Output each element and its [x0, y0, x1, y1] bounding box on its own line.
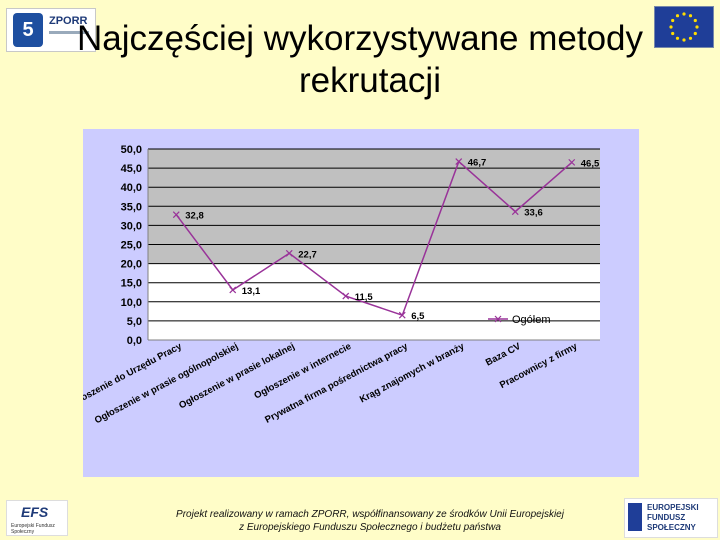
data-label: 13,1: [242, 286, 261, 297]
y-tick-label: 25,0: [121, 240, 142, 252]
x-tick-label: Baza CV: [484, 341, 523, 369]
legend-marker: [494, 315, 502, 323]
line-chart: 0,0 5,0 10,0 15,0 20,0 25,0 30,0 35,0 40,0 45,0 50…: [83, 144, 600, 426]
y-tick-label: 30,0: [121, 220, 142, 232]
eu-star-icon: [688, 14, 693, 18]
slide-title: Najczęściej wykorzystywane metody rekrut…: [40, 18, 680, 102]
data-point-marker: [172, 211, 180, 219]
eu-flag-icon: [654, 6, 714, 48]
zporr-logo: 5 ZPORR: [6, 8, 96, 52]
footer-line-1: Projekt realizowany w ramach ZPORR, wspó…: [176, 509, 564, 520]
data-point-marker: [455, 158, 463, 166]
eu-star-icon: [669, 25, 673, 29]
y-tick-label: 45,0: [121, 163, 142, 175]
eu-star-icon: [693, 31, 697, 36]
zporr-logo-stripe: [49, 31, 89, 34]
y-tick-label: 15,0: [121, 278, 142, 290]
eu-star-icon: [682, 38, 686, 42]
data-label: 11,5: [355, 292, 374, 303]
y-tick-label: 5,0: [127, 316, 142, 328]
series-line-ogolem: [175, 160, 573, 317]
data-point-marker: [342, 292, 350, 300]
esf-logo-line-2: FUNDUSZ: [647, 513, 686, 522]
x-tick-label: Ogłoszenie w internecie: [252, 341, 353, 402]
y-tick-label: 40,0: [121, 182, 142, 194]
slide-title-line-1: Najczęściej wykorzystywane metody: [76, 19, 643, 58]
eu-flag-small-icon: [628, 503, 642, 531]
data-label: 22,7: [298, 249, 317, 260]
data-label: 46,5: [581, 158, 600, 169]
legend-label: Ogółem: [512, 314, 551, 326]
esf-logo-line-1: EUROPEJSKI: [647, 503, 699, 512]
y-tick-label: 10,0: [121, 297, 142, 309]
footer-line-2: z Europejskiego Funduszu Społecznego i b…: [239, 522, 501, 533]
data-label: 33,6: [524, 208, 543, 219]
efs-logo: EFS Europejski Fundusz Społeczny: [6, 500, 68, 536]
efs-logo-caption: Europejski Fundusz Społeczny: [11, 523, 55, 535]
european-social-fund-logo: EUROPEJSKI FUNDUSZ SPOŁECZNY: [624, 498, 718, 538]
eu-star-icon: [675, 36, 680, 40]
slide-title-line-2: rekrutacji: [299, 61, 441, 100]
y-tick-label: 50,0: [121, 144, 142, 156]
data-label: 6,5: [411, 311, 425, 322]
data-point-marker: [568, 158, 576, 166]
esf-logo-line-3: SPOŁECZNY: [647, 523, 696, 532]
y-tick-label: 35,0: [121, 201, 142, 213]
eu-star-icon: [675, 14, 680, 18]
x-tick-label: Krąg znajomych w branży: [358, 341, 467, 406]
eu-stars-icon: [669, 12, 699, 42]
data-point-marker: [398, 311, 406, 319]
eu-star-icon: [671, 31, 675, 36]
data-label: 46,7: [468, 158, 487, 169]
y-tick-label: 20,0: [121, 259, 142, 271]
eu-star-icon: [693, 18, 697, 23]
zporr-logo-text: ZPORR: [49, 15, 88, 27]
data-label: 32,8: [185, 211, 204, 222]
footer-note: Projekt realizowany w ramach ZPORR, wspó…: [150, 508, 590, 534]
esf-logo-text: EUROPEJSKI FUNDUSZ SPOŁECZNY: [647, 503, 699, 533]
data-point-marker: [285, 249, 293, 257]
eu-star-icon: [695, 25, 699, 29]
y-tick-label: 0,0: [127, 335, 142, 347]
efs-logo-text: EFS: [21, 504, 49, 520]
eu-star-icon: [682, 12, 686, 16]
eu-star-icon: [671, 18, 675, 23]
data-point-marker: [511, 208, 519, 216]
zporr-badge: 5: [13, 13, 43, 47]
data-point-marker: [229, 286, 237, 294]
eu-star-icon: [688, 36, 693, 40]
chart-area: 0,0 5,0 10,0 15,0 20,0 25,0 30,0 35,0 40,0 45,0 50…: [83, 129, 639, 477]
